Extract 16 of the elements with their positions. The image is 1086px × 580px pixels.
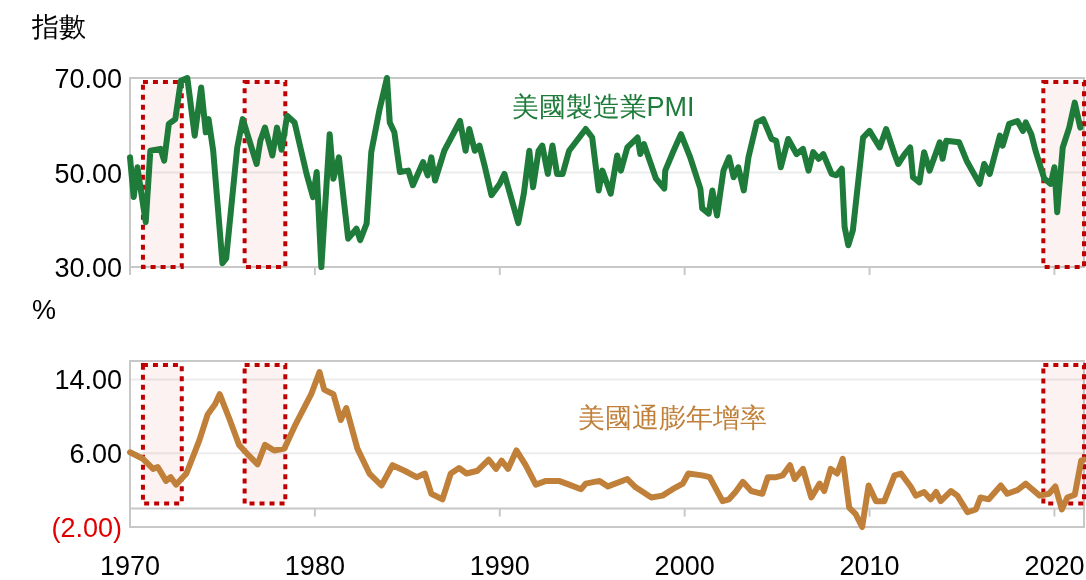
y-tick-label: 6.00	[69, 439, 122, 470]
x-tick-label: 1970	[99, 551, 161, 580]
y-axis-title: 指數	[31, 12, 86, 42]
x-tick-label: 1980	[284, 551, 345, 580]
x-tick-label: 2000	[654, 551, 715, 580]
y-tick-label: 50.00	[54, 158, 122, 189]
x-tick-label: 1990	[469, 551, 530, 580]
y-axis-title: %	[32, 295, 57, 325]
y-tick-label: 70.00	[54, 64, 122, 94]
series-label: 美國通膨年增率	[578, 403, 768, 433]
y-tick-label: 30.00	[54, 253, 122, 283]
y-tick-label: 14.00	[54, 365, 122, 396]
series-label: 美國製造業PMI	[511, 92, 695, 122]
y-tick-label: (2.00)	[51, 513, 122, 543]
x-tick-label: 2010	[839, 551, 900, 580]
x-tick-label: 2020	[1024, 551, 1085, 580]
